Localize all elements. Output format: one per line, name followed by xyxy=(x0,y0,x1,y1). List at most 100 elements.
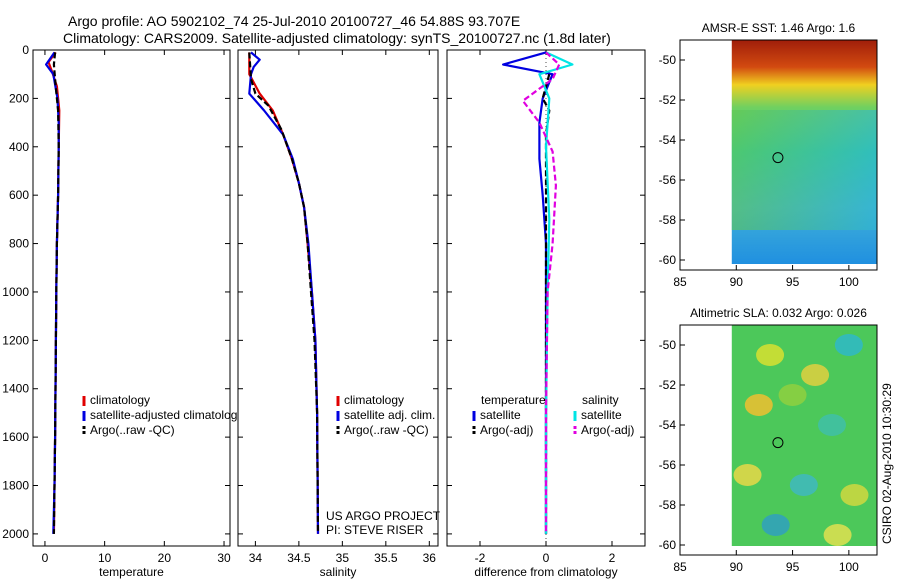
x-tick-label: 100 xyxy=(839,275,859,289)
y-tick-label: -60 xyxy=(659,253,677,267)
x-tick-label: 30 xyxy=(217,551,231,565)
y-tick-label: -56 xyxy=(659,458,677,472)
x-axis-label: temperature xyxy=(99,565,164,579)
legend-salinity-argo: Argo(-adj) xyxy=(573,423,634,437)
plot-frame xyxy=(237,49,439,547)
series-line xyxy=(538,51,574,534)
y-tick-label: 1400 xyxy=(2,382,29,396)
sla-anomaly xyxy=(840,484,869,506)
legend-label: satellite-adjusted climatolog xyxy=(90,408,237,422)
x-tick-label: 36 xyxy=(423,551,437,565)
x-tick-label: 35 xyxy=(336,551,350,565)
y-tick-label: 1000 xyxy=(2,285,29,299)
temperature-profile: 0 10 20 30 0 200 400 600 800 1000 1200 1400 1600 1800… xyxy=(2,43,231,579)
y-tick-label: 400 xyxy=(9,140,29,154)
map-frame xyxy=(679,39,878,271)
y-tick-label: 2000 xyxy=(2,527,29,541)
sla-anomaly xyxy=(834,334,863,356)
series-line xyxy=(52,52,60,534)
x-tick-label: -2 xyxy=(475,551,486,565)
legend-climatology: climatology xyxy=(82,393,150,407)
legend-label: climatology xyxy=(344,393,404,407)
x-tick-label: 35.5 xyxy=(374,551,398,565)
y-tick-label: 1600 xyxy=(2,430,29,444)
sla-anomaly xyxy=(761,514,790,536)
y-tick-label: 600 xyxy=(9,188,29,202)
legend-argo: Argo(..raw -QC) xyxy=(82,423,175,437)
x-tick-label: 85 xyxy=(673,275,687,289)
legend-temperature-satellite: satellite xyxy=(472,408,521,422)
y-tick-label: -54 xyxy=(659,418,677,432)
legend-header-salinity: salinity xyxy=(582,393,619,407)
y-tick-label: -56 xyxy=(659,173,677,187)
legend-label: satellite xyxy=(581,408,622,422)
side-timestamp: CSIRO 02-Aug-2010 10:30:29 xyxy=(880,383,894,544)
y-tick-label: -50 xyxy=(659,53,677,67)
x-tick-label: 34.5 xyxy=(287,551,311,565)
plot-frame xyxy=(32,49,231,547)
map-title: AMSR-E SST: 1.46 Argo: 1.6 xyxy=(702,21,856,35)
sla-anomaly xyxy=(778,384,807,406)
x-axis-label: salinity xyxy=(320,565,357,579)
x-tick-label: 90 xyxy=(730,560,744,574)
y-tick-label: 1800 xyxy=(2,479,29,493)
series-line xyxy=(45,51,60,534)
x-tick-label: 85 xyxy=(673,560,687,574)
sla-anomaly xyxy=(733,464,762,486)
sst-field-shade xyxy=(731,110,877,230)
y-tick-label: -58 xyxy=(659,213,677,227)
legend-label: satellite xyxy=(480,408,521,422)
amsr-sst-map: AMSR-E SST: 1.46 Argo: 1.6 85 90 95 100 -50 -5… xyxy=(659,21,878,289)
sla-field xyxy=(731,325,877,546)
altimetric-sla-map: Altimetric SLA: 0.032 Argo: 0.026 85 90 95 1… xyxy=(659,306,878,574)
y-tick-label: 0 xyxy=(22,43,29,57)
sla-anomaly xyxy=(756,344,785,366)
argo-position-marker xyxy=(772,437,784,449)
sla-anomaly xyxy=(744,394,773,416)
x-tick-label: 0 xyxy=(543,551,550,565)
x-tick-label: 10 xyxy=(98,551,112,565)
x-tick-label: 95 xyxy=(786,275,800,289)
legend-label: Argo(..raw -QC) xyxy=(344,423,429,437)
x-axis-label: difference from climatology xyxy=(474,565,617,579)
y-tick-label: -52 xyxy=(659,378,677,392)
sla-anomaly xyxy=(817,414,846,436)
x-tick-label: 100 xyxy=(839,560,859,574)
figure-title-line1: Argo profile: AO 5902102_74 25-Jul-2010 … xyxy=(68,13,521,29)
map-title: Altimetric SLA: 0.032 Argo: 0.026 xyxy=(690,306,867,320)
series-line xyxy=(248,51,320,534)
y-tick-label: -58 xyxy=(659,498,677,512)
y-tick-label: 800 xyxy=(9,237,29,251)
argo-position-marker xyxy=(772,152,784,164)
x-tick-label: 2 xyxy=(609,551,616,565)
series-line xyxy=(521,51,561,534)
figure-title-line2: Climatology: CARS2009. Satellite-adjuste… xyxy=(63,30,611,46)
legend-label: Argo(-adj) xyxy=(480,423,533,437)
legend-label: Argo(-adj) xyxy=(581,423,634,437)
x-tick-label: 34 xyxy=(249,551,263,565)
series-line xyxy=(541,73,551,534)
legend-salinity-satellite: satellite xyxy=(573,408,622,422)
legend-temperature-argo: Argo(-adj) xyxy=(472,423,533,437)
map-frame xyxy=(679,324,878,556)
salinity-profile: 34 34.5 35 35.5 36 salinity xyxy=(237,49,439,579)
y-tick-label: -54 xyxy=(659,133,677,147)
sla-anomaly xyxy=(801,364,830,386)
y-tick-label: -50 xyxy=(659,338,677,352)
legend-climatology: climatology xyxy=(336,393,404,407)
project-pi: PI: STEVE RISER xyxy=(326,523,424,537)
x-tick-label: 95 xyxy=(786,560,800,574)
sla-anomaly xyxy=(823,524,852,546)
series-line xyxy=(248,52,320,534)
series-line xyxy=(248,52,320,534)
x-tick-label: 20 xyxy=(158,551,172,565)
legend-label: satellite adj. clim. xyxy=(344,408,435,422)
legend-label: climatology xyxy=(90,393,150,407)
legend-header-temperature: temperature xyxy=(481,393,546,407)
legend-argo: Argo(..raw -QC) xyxy=(336,423,429,437)
project-name: US ARGO PROJECT xyxy=(326,509,441,523)
x-tick-label: 90 xyxy=(730,275,744,289)
legend-satellite-adjusted: satellite adj. clim. xyxy=(336,408,435,422)
